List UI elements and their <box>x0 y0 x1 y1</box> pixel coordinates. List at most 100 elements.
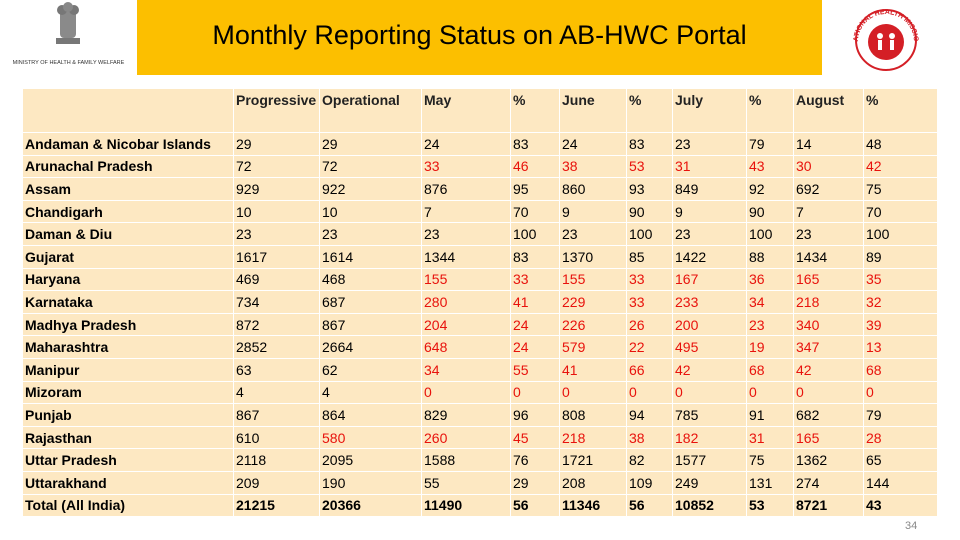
value-cell: 1370 <box>559 244 627 269</box>
value-cell: 83 <box>626 132 673 156</box>
value-cell: 9 <box>672 199 747 224</box>
value-cell: 23 <box>793 222 864 246</box>
title-banner: Monthly Reporting Status on AB-HWC Porta… <box>137 0 822 75</box>
value-cell: 867 <box>319 312 422 337</box>
value-cell: 1362 <box>793 448 864 472</box>
value-cell: 860 <box>559 177 627 201</box>
value-cell: 0 <box>421 380 511 405</box>
value-cell: 1617 <box>233 244 320 269</box>
value-cell: 692 <box>793 177 864 201</box>
value-cell: 340 <box>793 312 864 337</box>
value-cell: 109 <box>626 470 673 495</box>
slide-title: Monthly Reporting Status on AB-HWC Porta… <box>212 20 747 50</box>
value-cell: 249 <box>672 470 747 495</box>
table-row: Arunachal Pradesh 72 72 33 46 38 53 31 43 30 42 <box>22 154 938 179</box>
state-name: Madhya Pradesh <box>22 312 234 337</box>
value-cell: 100 <box>863 222 938 246</box>
ministry-name: MINISTRY OF HEALTH & FAMILY WELFARE <box>12 60 125 66</box>
value-cell: 42 <box>793 357 864 382</box>
value-cell: 0 <box>793 380 864 405</box>
value-cell: 83 <box>510 132 560 156</box>
value-cell: 72 <box>319 154 422 179</box>
header-cell: August <box>793 88 864 133</box>
value-cell: 785 <box>672 403 747 427</box>
state-name: Rajasthan <box>22 425 234 450</box>
value-cell: 32 <box>863 290 938 314</box>
state-name: Assam <box>22 177 234 201</box>
value-cell: 0 <box>626 380 673 405</box>
value-cell: 66 <box>626 357 673 382</box>
value-cell: 41 <box>559 357 627 382</box>
value-cell: 91 <box>746 403 794 427</box>
value-cell: 2095 <box>319 448 422 472</box>
page-number: 34 <box>905 520 918 532</box>
value-cell: 9 <box>559 199 627 224</box>
state-name: Manipur <box>22 357 234 382</box>
value-cell: 610 <box>233 425 320 450</box>
header-row: Progressive Operational May% June% July% Augu… <box>22 88 938 133</box>
state-name: Total (All India) <box>22 493 234 518</box>
value-cell: 23 <box>672 132 747 156</box>
value-cell: 14 <box>793 132 864 156</box>
ministry-logo: MINISTRY OF HEALTH & FAMILY WELFARE <box>0 0 138 75</box>
value-cell: 648 <box>421 335 511 359</box>
state-name: Punjab <box>22 403 234 427</box>
header-cell: % <box>863 88 938 133</box>
value-cell: 155 <box>559 267 627 292</box>
value-cell: 922 <box>319 177 422 201</box>
value-cell: 21215 <box>233 493 320 518</box>
value-cell: 46 <box>510 154 560 179</box>
value-cell: 95 <box>510 177 560 201</box>
value-cell: 29 <box>510 470 560 495</box>
value-cell: 22 <box>626 335 673 359</box>
value-cell: 65 <box>863 448 938 472</box>
value-cell: 75 <box>863 177 938 201</box>
header-cell: % <box>746 88 794 133</box>
state-name: Mizoram <box>22 380 234 405</box>
value-cell: 280 <box>421 290 511 314</box>
value-cell: 233 <box>672 290 747 314</box>
header-cell: May <box>421 88 511 133</box>
table-row: Andaman & Nicobar Islands 29 29 24 83 24 83 23 7… <box>22 132 938 156</box>
value-cell: 876 <box>421 177 511 201</box>
value-cell: 0 <box>559 380 627 405</box>
header-cell: Operational <box>319 88 422 133</box>
value-cell: 42 <box>863 154 938 179</box>
value-cell: 10 <box>319 199 422 224</box>
value-cell: 68 <box>863 357 938 382</box>
value-cell: 35 <box>863 267 938 292</box>
value-cell: 36 <box>746 267 794 292</box>
state-name: Arunachal Pradesh <box>22 154 234 179</box>
value-cell: 182 <box>672 425 747 450</box>
value-cell: 208 <box>559 470 627 495</box>
value-cell: 93 <box>626 177 673 201</box>
value-cell: 2664 <box>319 335 422 359</box>
value-cell: 872 <box>233 312 320 337</box>
value-cell: 10852 <box>672 493 747 518</box>
table-row: Mizoram 4 4 0 0 0 0 0 0 0 0 <box>22 380 938 405</box>
value-cell: 165 <box>793 425 864 450</box>
value-cell: 2852 <box>233 335 320 359</box>
value-cell: 79 <box>863 403 938 427</box>
table-row: Madhya Pradesh 872 867 204 24 226 26 200 23 340 39 <box>22 312 938 337</box>
value-cell: 90 <box>746 199 794 224</box>
value-cell: 808 <box>559 403 627 427</box>
table-row: Manipur 63 62 34 55 41 66 42 68 42 68 <box>22 357 938 382</box>
state-name: Chandigarh <box>22 199 234 224</box>
table-row: Maharashtra 2852 2664 648 24 579 22 495 19 347 13 <box>22 335 938 359</box>
value-cell: 849 <box>672 177 747 201</box>
value-cell: 38 <box>559 154 627 179</box>
value-cell: 70 <box>510 199 560 224</box>
table-row: Daman & Diu 23 23 23 100 23 100 23 100 23 100 <box>22 222 938 246</box>
value-cell: 90 <box>626 199 673 224</box>
value-cell: 19 <box>746 335 794 359</box>
value-cell: 829 <box>421 403 511 427</box>
value-cell: 867 <box>233 403 320 427</box>
value-cell: 38 <box>626 425 673 450</box>
value-cell: 33 <box>626 267 673 292</box>
value-cell: 167 <box>672 267 747 292</box>
value-cell: 23 <box>672 222 747 246</box>
state-name: Uttarakhand <box>22 470 234 495</box>
value-cell: 24 <box>559 132 627 156</box>
